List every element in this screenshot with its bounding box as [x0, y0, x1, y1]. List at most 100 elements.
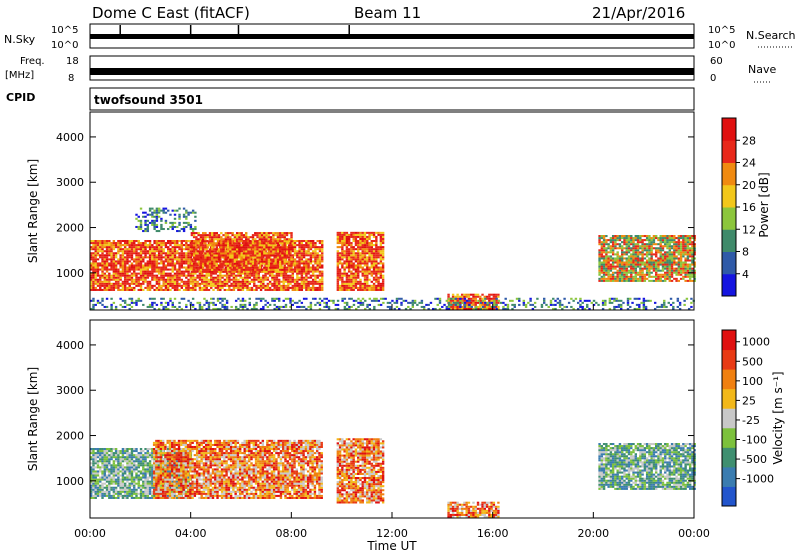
echo-cell: [271, 260, 274, 263]
echo-cell: [673, 271, 676, 274]
echo-cell: [636, 263, 640, 266]
echo-cell: [215, 262, 218, 265]
echo-cell: [632, 237, 635, 240]
echo-cell: [357, 239, 360, 243]
echo-cell: [251, 246, 255, 249]
echo-cell: [618, 247, 622, 250]
echo-cell: [381, 254, 385, 257]
echo-cell: [352, 276, 355, 279]
echo-cell: [258, 256, 262, 259]
echo-cell: [316, 262, 319, 265]
echo-cell: [368, 250, 371, 253]
echo-cell: [265, 268, 268, 271]
echo-cell: [291, 272, 294, 275]
echo-cell: [206, 264, 209, 267]
echo-cell: [693, 257, 696, 260]
echo-cell: [661, 261, 665, 264]
echo-cell: [343, 274, 346, 277]
echo-cell: [311, 268, 315, 271]
echo-cell: [381, 239, 385, 243]
echo-cell: [108, 286, 111, 289]
echo-cell: [204, 232, 207, 235]
echo-cell: [352, 299, 356, 302]
echo-cell: [151, 301, 154, 304]
echo-cell: [447, 293, 450, 296]
echo-cell: [90, 239, 93, 243]
echo-cell: [686, 247, 690, 250]
echo-cell: [636, 273, 640, 276]
echo-cell: [611, 259, 615, 262]
echo-cell: [347, 276, 351, 279]
echo-cell: [229, 232, 232, 235]
echo-cell: [639, 261, 642, 264]
echo-cell: [623, 265, 626, 268]
echo-cell: [479, 297, 482, 300]
echo-cell: [196, 252, 199, 255]
echo-cell: [176, 262, 179, 265]
echo-cell: [151, 252, 154, 255]
echo-cell: [196, 244, 199, 247]
echo-cell: [289, 286, 292, 289]
echo-cell: [679, 235, 683, 238]
echo-cell: [354, 256, 358, 259]
echo-cell: [381, 268, 385, 271]
echo-cell: [105, 246, 109, 249]
echo-cell: [173, 262, 177, 265]
echo-cell: [242, 260, 246, 263]
echo-cell: [368, 266, 371, 269]
echo-cell: [361, 303, 365, 306]
echo-cell: [200, 305, 204, 308]
echo-cell: [250, 256, 254, 259]
echo-cell: [96, 280, 100, 283]
echo-cell: [226, 262, 230, 265]
echo-cell: [634, 273, 638, 276]
echo-cell: [479, 299, 482, 302]
echo-cell: [157, 284, 161, 287]
echo-cell: [316, 301, 319, 304]
echo-cell: [164, 256, 168, 259]
echo-cell: [176, 256, 179, 259]
echo-cell: [318, 260, 322, 263]
echo-cell: [121, 264, 125, 267]
echo-cell: [338, 239, 342, 243]
echo-cell: [625, 265, 628, 268]
echo-cell: [204, 244, 207, 247]
echo-cell: [192, 234, 196, 237]
echo-cell: [233, 238, 237, 241]
echo-cell: [112, 246, 116, 249]
echo-cell: [372, 252, 376, 255]
echo-cell: [673, 267, 676, 270]
echo-cell: [284, 288, 288, 291]
echo-cell: [173, 286, 177, 289]
echo-cell: [201, 254, 205, 257]
echo-cell: [217, 260, 221, 263]
echo-cell: [246, 307, 249, 310]
echo-cell: [618, 267, 622, 270]
echo-cell: [187, 284, 190, 287]
echo-cell: [372, 286, 376, 289]
echo-cell: [652, 261, 656, 264]
echo-cell: [126, 280, 129, 283]
echo-cell: [627, 257, 631, 260]
echo-cell: [341, 276, 344, 279]
echo-cell: [634, 271, 638, 274]
echo-cell: [258, 254, 262, 257]
echo-cell: [213, 234, 216, 237]
echo-cell: [268, 282, 272, 285]
echo-cell: [650, 271, 653, 274]
echo-cell: [283, 266, 286, 269]
echo-cell: [490, 293, 493, 296]
echo-cell: [251, 264, 255, 267]
echo-cell: [602, 267, 606, 270]
echo-cell: [211, 262, 214, 265]
echo-cell: [600, 265, 604, 268]
echo-cell: [359, 231, 362, 234]
echo-cell: [195, 232, 198, 235]
echo-cell: [219, 301, 222, 304]
echo-cell: [99, 280, 102, 283]
echo-cell: [250, 272, 254, 275]
echo-cell: [244, 305, 247, 308]
echo-cell: [153, 256, 156, 259]
echo-cell: [222, 256, 225, 259]
echo-cell: [99, 274, 102, 277]
